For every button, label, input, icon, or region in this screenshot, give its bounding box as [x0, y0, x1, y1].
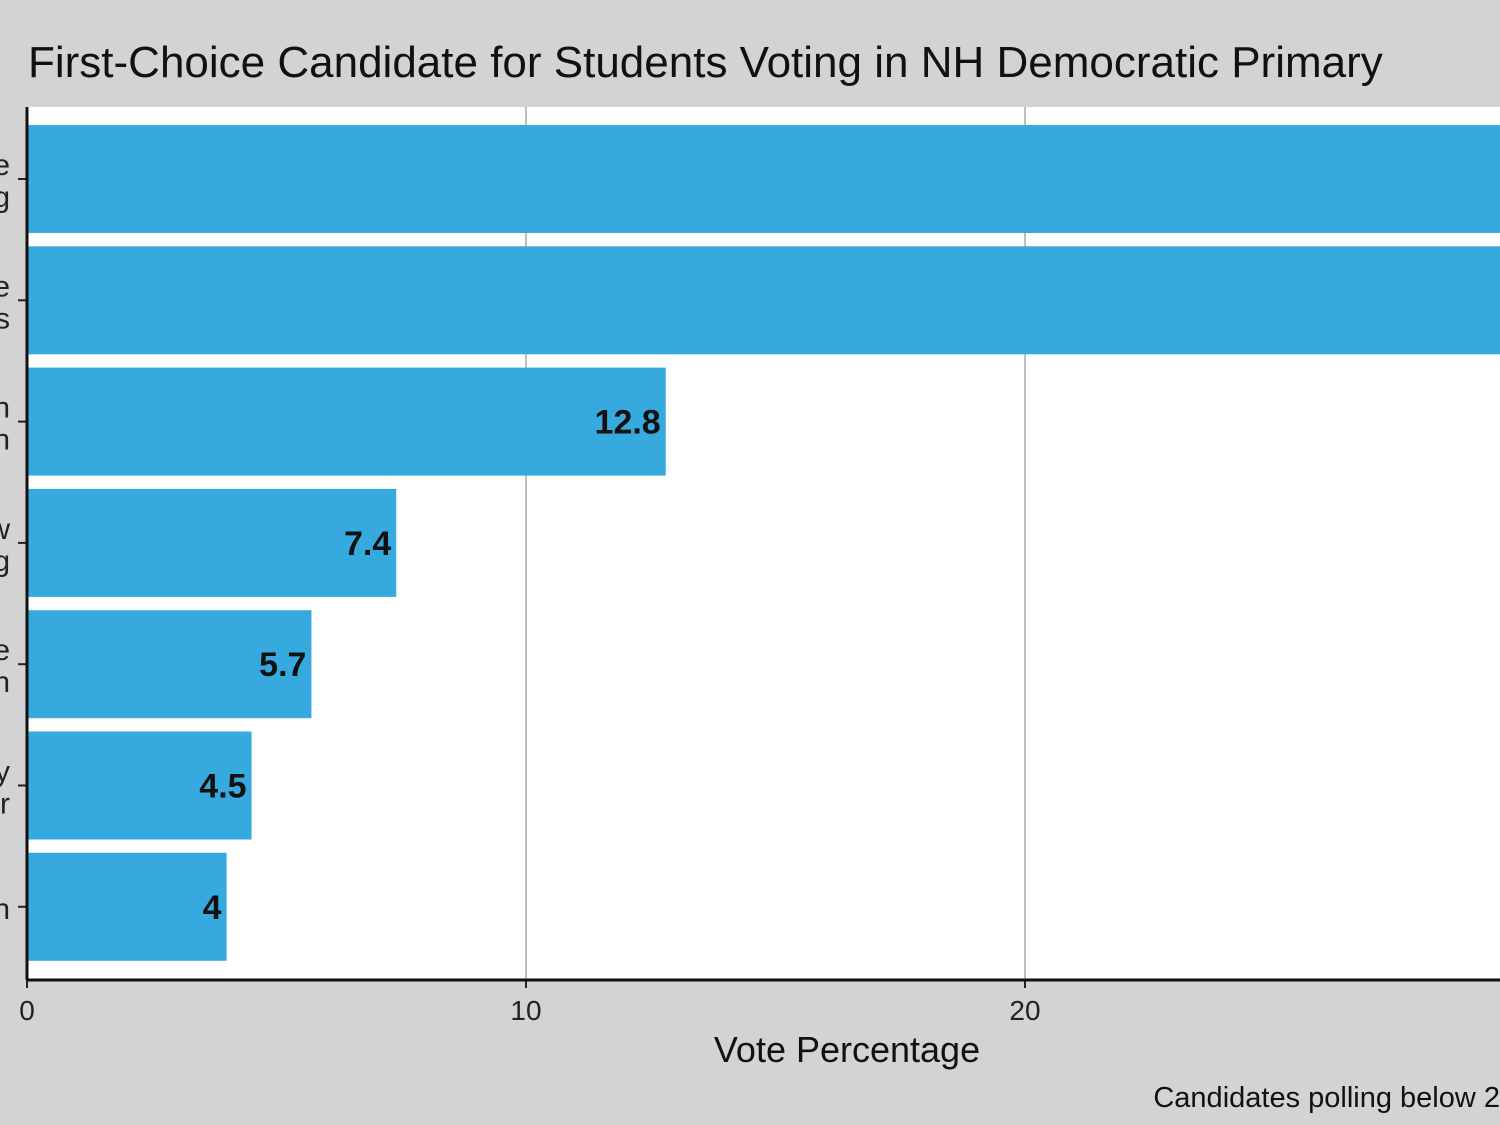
bar-value-label: 4	[203, 889, 222, 927]
bar-value-label: 7.4	[344, 525, 391, 563]
x-tick-label: 10	[510, 995, 541, 1026]
bar	[27, 852, 227, 961]
chart-title: First-Choice Candidate for Students Voti…	[28, 38, 1383, 87]
y-tick-label: y	[0, 756, 10, 789]
y-tick-label: r	[0, 788, 10, 821]
bar	[27, 731, 252, 840]
y-tick-label: e	[0, 149, 10, 182]
bar	[27, 367, 666, 476]
y-tick-label: g	[0, 181, 10, 214]
y-tick-label: n	[0, 893, 10, 926]
y-tick-label: s	[0, 302, 10, 335]
y-tick-label: e	[0, 634, 10, 667]
bar	[27, 610, 312, 719]
y-tick-label: g	[0, 545, 10, 578]
chart-caption: Candidates polling below 2	[1153, 1082, 1500, 1114]
bar	[27, 125, 1500, 233]
bar-value-label: 12.8	[595, 404, 661, 442]
bar	[27, 488, 397, 597]
y-tick-label: n	[0, 666, 10, 699]
bar-value-label: 4.5	[199, 768, 246, 806]
x-tick-label: 20	[1009, 995, 1040, 1026]
bar	[27, 246, 1500, 355]
y-tick-label: w	[0, 513, 10, 546]
bar-value-label: 5.7	[259, 646, 306, 684]
y-tick-label: e	[0, 270, 10, 303]
y-tick-label: n	[0, 424, 10, 457]
x-tick-label: 0	[19, 995, 35, 1026]
y-tick-label: n	[0, 392, 10, 425]
x-axis-title: Vote Percentage	[714, 1029, 980, 1070]
